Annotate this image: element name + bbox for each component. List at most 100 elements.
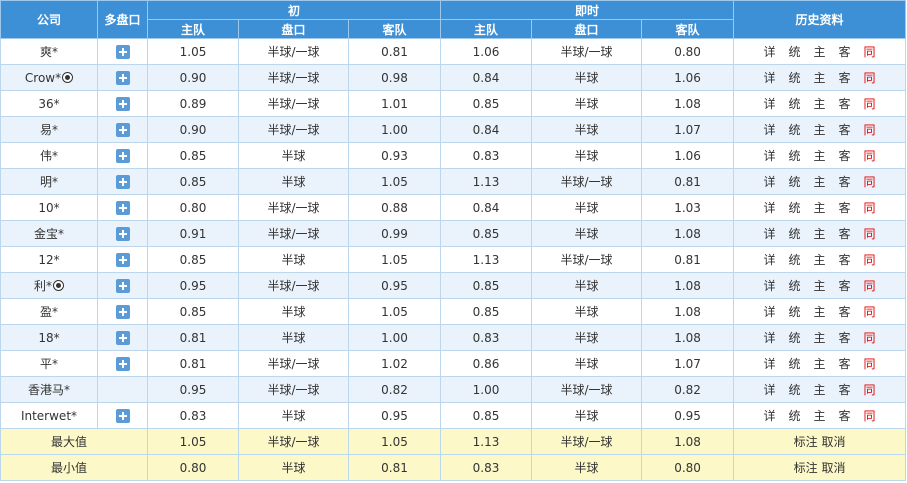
- history-link[interactable]: 主: [813, 409, 826, 423]
- plus-square-icon[interactable]: [115, 278, 130, 293]
- history-link[interactable]: 主: [813, 149, 826, 163]
- history-link[interactable]: 客: [838, 305, 851, 319]
- history-link[interactable]: 主: [813, 357, 826, 371]
- history-link[interactable]: 客: [838, 175, 851, 189]
- history-link[interactable]: 详: [763, 357, 776, 371]
- history-link[interactable]: 统: [788, 123, 801, 137]
- company-cell[interactable]: 利*: [0, 272, 98, 299]
- plus-square-icon[interactable]: [115, 96, 130, 111]
- history-link[interactable]: 主: [813, 227, 826, 241]
- company-cell[interactable]: 明*: [0, 168, 98, 195]
- company-name[interactable]: 18*: [38, 330, 60, 345]
- history-link[interactable]: 详: [763, 149, 776, 163]
- history-link[interactable]: 详: [763, 201, 776, 215]
- company-cell[interactable]: 伟*: [0, 142, 98, 169]
- history-link[interactable]: 同: [863, 253, 876, 267]
- history-link[interactable]: 统: [788, 175, 801, 189]
- plus-square-icon[interactable]: [115, 200, 130, 215]
- company-name[interactable]: 10*: [38, 200, 60, 215]
- history-link[interactable]: 详: [763, 409, 776, 423]
- multi-cell[interactable]: [97, 142, 148, 169]
- history-link[interactable]: 详: [763, 253, 776, 267]
- history-link[interactable]: 同: [863, 97, 876, 111]
- history-link[interactable]: 详: [763, 227, 776, 241]
- company-name[interactable]: 易*: [39, 123, 58, 137]
- history-link[interactable]: 客: [838, 45, 851, 59]
- plus-square-icon[interactable]: [115, 70, 130, 85]
- history-link[interactable]: 客: [838, 253, 851, 267]
- company-cell[interactable]: 易*: [0, 116, 98, 143]
- multi-cell[interactable]: [97, 272, 148, 299]
- history-link[interactable]: 详: [763, 97, 776, 111]
- history-link[interactable]: 同: [863, 331, 876, 345]
- company-cell[interactable]: 平*: [0, 350, 98, 377]
- history-link[interactable]: 主: [813, 45, 826, 59]
- history-link[interactable]: 客: [838, 71, 851, 85]
- history-link[interactable]: 同: [863, 279, 876, 293]
- company-cell[interactable]: 36*: [0, 90, 98, 117]
- company-name[interactable]: Crow*: [24, 70, 62, 85]
- plus-square-icon[interactable]: [115, 356, 130, 371]
- company-cell[interactable]: 12*: [0, 246, 98, 273]
- history-link[interactable]: 统: [788, 331, 801, 345]
- history-link[interactable]: 统: [788, 305, 801, 319]
- history-link[interactable]: 统: [788, 357, 801, 371]
- history-link[interactable]: 主: [813, 201, 826, 215]
- history-link[interactable]: 统: [788, 227, 801, 241]
- plus-square-icon[interactable]: [115, 252, 130, 267]
- history-link[interactable]: 详: [763, 71, 776, 85]
- history-link[interactable]: 主: [813, 383, 826, 397]
- company-name[interactable]: 平*: [39, 357, 58, 371]
- history-link[interactable]: 统: [788, 45, 801, 59]
- company-name[interactable]: 利*: [33, 279, 52, 293]
- company-cell[interactable]: 10*: [0, 194, 98, 221]
- plus-square-icon[interactable]: [115, 226, 130, 241]
- company-name[interactable]: 明*: [39, 175, 58, 189]
- history-link[interactable]: 客: [838, 357, 851, 371]
- company-name[interactable]: 爽*: [39, 45, 58, 59]
- history-link[interactable]: 客: [838, 149, 851, 163]
- multi-cell[interactable]: [97, 298, 148, 325]
- history-link[interactable]: 主: [813, 97, 826, 111]
- company-name[interactable]: 金宝*: [33, 227, 64, 241]
- history-link[interactable]: 主: [813, 253, 826, 267]
- company-cell[interactable]: 爽*: [0, 38, 98, 65]
- history-link[interactable]: 详: [763, 175, 776, 189]
- history-link[interactable]: 主: [813, 175, 826, 189]
- plus-square-icon[interactable]: [115, 330, 130, 345]
- multi-cell[interactable]: [97, 324, 148, 351]
- history-link[interactable]: 同: [863, 383, 876, 397]
- company-cell[interactable]: Crow*: [0, 64, 98, 91]
- plus-square-icon[interactable]: [115, 304, 130, 319]
- history-link[interactable]: 统: [788, 71, 801, 85]
- history-link[interactable]: 同: [863, 305, 876, 319]
- multi-cell[interactable]: [97, 194, 148, 221]
- cancel-button[interactable]: 取消: [821, 435, 846, 449]
- history-link[interactable]: 客: [838, 201, 851, 215]
- history-link[interactable]: 同: [863, 175, 876, 189]
- multi-cell[interactable]: [97, 350, 148, 377]
- history-link[interactable]: 客: [838, 227, 851, 241]
- history-link[interactable]: 客: [838, 409, 851, 423]
- history-link[interactable]: 详: [763, 331, 776, 345]
- history-link[interactable]: 同: [863, 45, 876, 59]
- history-link[interactable]: 同: [863, 409, 876, 423]
- history-link[interactable]: 客: [838, 331, 851, 345]
- history-link[interactable]: 统: [788, 409, 801, 423]
- multi-cell[interactable]: [97, 220, 148, 247]
- company-cell[interactable]: Interwet*: [0, 402, 98, 429]
- plus-square-icon[interactable]: [115, 174, 130, 189]
- history-link[interactable]: 详: [763, 123, 776, 137]
- history-link[interactable]: 统: [788, 149, 801, 163]
- mark-button[interactable]: 标注: [793, 461, 818, 475]
- multi-cell[interactable]: [97, 168, 148, 195]
- history-link[interactable]: 同: [863, 123, 876, 137]
- plus-square-icon[interactable]: [115, 44, 130, 59]
- history-link[interactable]: 详: [763, 279, 776, 293]
- history-link[interactable]: 详: [763, 383, 776, 397]
- history-link[interactable]: 主: [813, 71, 826, 85]
- multi-cell[interactable]: [97, 246, 148, 273]
- history-link[interactable]: 详: [763, 45, 776, 59]
- history-link[interactable]: 主: [813, 331, 826, 345]
- company-name[interactable]: Interwet*: [20, 408, 78, 423]
